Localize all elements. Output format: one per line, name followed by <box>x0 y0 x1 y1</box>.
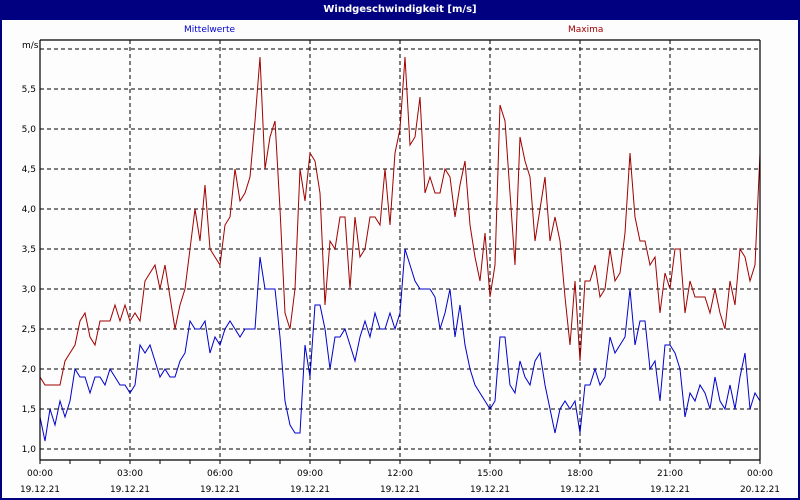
x-tick-date: 19.12.21 <box>380 485 420 495</box>
x-tick-date: 19.12.21 <box>200 485 240 495</box>
y-tick-label: 3,5 <box>22 245 36 255</box>
y-tick-label: 1,0 <box>22 445 37 455</box>
x-tick-time: 03:00 <box>117 469 143 479</box>
y-tick-label: 3,0 <box>22 285 37 295</box>
x-tick-time: 15:00 <box>477 469 503 479</box>
y-tick-label: 4,0 <box>22 205 37 215</box>
legend-max: Maxima <box>568 25 604 35</box>
y-tick-label: 2,0 <box>22 365 37 375</box>
window-title: Windgeschwindigkeit [m/s] <box>0 0 800 20</box>
x-axis-ticks: 00:00 19.12.21 03:00 19.12.21 06:00 19.12.21 0… <box>20 460 780 495</box>
y-tick-label: 2,5 <box>22 325 36 335</box>
legend-mean: Mittelwerte <box>184 25 236 35</box>
x-tick-date: 19.12.21 <box>290 485 330 495</box>
x-tick-time: 18:00 <box>567 469 593 479</box>
x-tick-time: 00:00 <box>747 469 773 479</box>
series-maxima-line <box>39 56 761 386</box>
x-tick-time: 09:00 <box>297 469 323 479</box>
y-tick-label: 4,5 <box>22 165 36 175</box>
chart-frame <box>0 20 800 500</box>
x-tick-time: 21:00 <box>657 469 683 479</box>
x-tick-date: 19.12.21 <box>20 485 60 495</box>
x-tick-time: 06:00 <box>207 469 233 479</box>
x-tick-date: 20.12.21 <box>740 485 780 495</box>
y-axis-unit: m/s <box>22 41 39 51</box>
x-tick-time: 12:00 <box>387 469 413 479</box>
x-tick-date: 19.12.21 <box>560 485 600 495</box>
grid-lines <box>40 40 760 460</box>
y-tick-label: 1,5 <box>22 405 36 415</box>
x-tick-date: 19.12.21 <box>470 485 510 495</box>
x-tick-time: 00:00 <box>27 469 53 479</box>
y-axis-ticks: 1,0 1,5 2,0 2,5 3,0 3,5 4,0 4,5 5,0 5,5 <box>22 85 37 455</box>
y-tick-label: 5,5 <box>22 85 36 95</box>
x-tick-date: 19.12.21 <box>650 485 690 495</box>
y-tick-label: 5,0 <box>22 125 37 135</box>
x-tick-date: 19.12.21 <box>110 485 150 495</box>
series-mean-line <box>39 248 761 442</box>
